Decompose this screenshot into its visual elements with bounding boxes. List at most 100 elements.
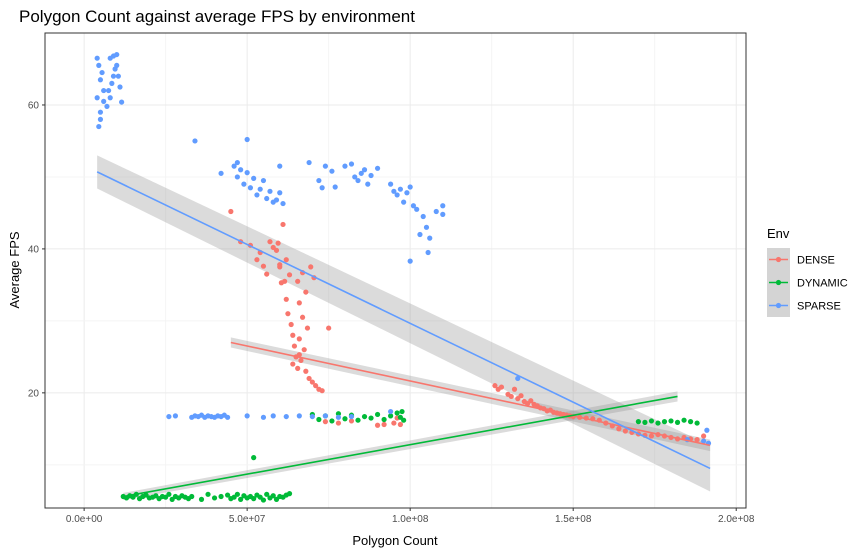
x-tick-label: 1.0e+08: [392, 514, 429, 525]
point-sparse: [99, 69, 105, 76]
point-dynamic: [238, 496, 244, 502]
point-sparse: [115, 73, 121, 79]
point-sparse: [361, 167, 368, 173]
point-dense: [335, 420, 342, 426]
legend-key-point: [775, 302, 782, 309]
point-dense: [288, 321, 294, 328]
point-dynamic: [381, 416, 387, 423]
point-sparse: [368, 172, 374, 179]
trend-line-sparse: [96, 171, 711, 470]
point-sparse: [391, 188, 397, 194]
point-dense: [278, 280, 284, 286]
point-dense: [290, 361, 296, 367]
point-sparse: [97, 77, 104, 83]
point-dense: [528, 398, 534, 404]
point-sparse: [119, 99, 125, 105]
point-sparse: [273, 197, 280, 203]
point-dense: [694, 437, 700, 443]
point-dynamic: [394, 410, 400, 416]
point-sparse: [247, 185, 254, 191]
point-sparse: [114, 62, 120, 68]
point-sparse: [264, 195, 270, 202]
point-sparse: [374, 165, 381, 171]
point-dynamic: [361, 413, 368, 420]
point-sparse: [277, 163, 283, 169]
point-dynamic: [251, 455, 257, 461]
point-sparse: [101, 87, 107, 94]
point-dynamic: [224, 492, 231, 498]
point-sparse: [417, 231, 423, 238]
point-sparse: [192, 138, 198, 144]
point-dense: [616, 426, 622, 432]
point-dynamic: [329, 418, 335, 424]
point-dynamic: [316, 416, 322, 423]
point-sparse: [365, 181, 371, 187]
point-dense: [264, 271, 270, 277]
x-tick-label: 5.0e+07: [229, 514, 266, 525]
point-sparse: [410, 203, 417, 209]
point-sparse: [306, 159, 312, 166]
point-sparse: [701, 438, 707, 444]
point-dense: [286, 272, 293, 278]
point-sparse: [414, 206, 420, 212]
x-tick-label: 0.0e+00: [66, 514, 103, 525]
point-dynamic: [264, 491, 270, 497]
point-sparse: [231, 163, 237, 169]
point-sparse: [355, 177, 361, 184]
point-dense: [285, 311, 291, 317]
point-dynamic: [401, 417, 407, 423]
point-dense: [296, 300, 302, 306]
x-axis-title: Polygon Count: [352, 533, 438, 548]
point-sparse: [107, 55, 113, 61]
point-sparse: [260, 414, 267, 420]
point-dynamic: [205, 491, 211, 497]
point-dense: [254, 257, 260, 263]
point-dynamic: [642, 419, 648, 425]
point-dense: [273, 247, 280, 253]
point-sparse: [440, 203, 446, 209]
point-sparse: [254, 192, 260, 198]
point-sparse: [218, 170, 224, 176]
point-sparse: [94, 55, 100, 61]
point-dense: [299, 314, 306, 320]
x-axis: 0.0e+00 5.0e+07 1.0e+08 1.5e+08 2.0e+08: [66, 508, 755, 525]
point-dynamic: [687, 419, 694, 425]
point-sparse: [105, 87, 112, 94]
point-sparse: [401, 199, 407, 205]
point-dynamic: [286, 491, 293, 497]
point-dense: [498, 384, 505, 390]
point-sparse: [427, 235, 433, 241]
confidence-band-sparse: [97, 155, 711, 492]
point-sparse: [277, 190, 283, 196]
point-sparse: [352, 174, 358, 180]
point-sparse: [114, 51, 120, 58]
point-dynamic: [399, 408, 405, 415]
point-dynamic: [655, 420, 661, 426]
point-sparse: [394, 192, 400, 198]
grid-lines: [45, 32, 746, 508]
point-sparse: [260, 177, 267, 184]
trend-line-dense: [230, 341, 711, 447]
point-dense: [280, 221, 286, 228]
point-dense: [492, 383, 498, 389]
point-sparse: [270, 413, 276, 419]
point-dense: [508, 393, 514, 400]
point-sparse: [251, 175, 257, 181]
point-dense: [290, 332, 296, 338]
point-sparse: [420, 213, 426, 220]
point-dense: [648, 433, 655, 439]
point-dynamic: [648, 418, 655, 424]
point-sparse: [96, 62, 102, 68]
point-sparse: [407, 258, 413, 264]
point-sparse: [388, 181, 394, 187]
point-dynamic: [368, 415, 374, 421]
point-dynamic: [234, 491, 240, 497]
legend: Env DENSE DYNAMIC SPARSE: [767, 226, 848, 317]
legend-title: Env: [767, 226, 790, 241]
chart-title: Polygon Count against average FPS by env…: [19, 7, 415, 26]
point-sparse: [244, 170, 250, 176]
x-tick-label: 1.5e+08: [555, 514, 592, 525]
point-dynamic: [335, 411, 342, 417]
point-sparse: [433, 208, 439, 215]
